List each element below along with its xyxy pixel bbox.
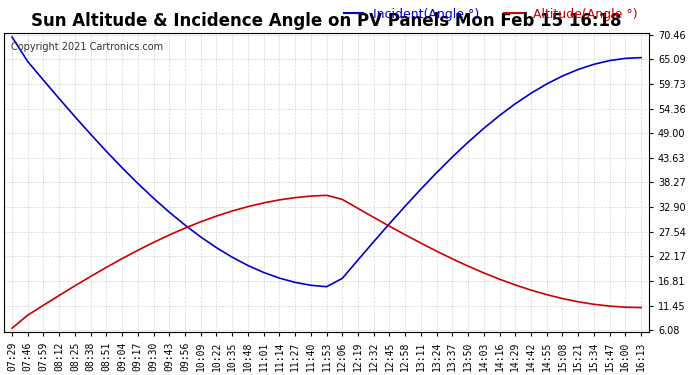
Text: Copyright 2021 Cartronics.com: Copyright 2021 Cartronics.com — [10, 42, 163, 52]
Legend: Incident(Angle °), Altitude(Angle °): Incident(Angle °), Altitude(Angle °) — [339, 3, 642, 26]
Title: Sun Altitude & Incidence Angle on PV Panels Mon Feb 15 16:18: Sun Altitude & Incidence Angle on PV Pan… — [31, 12, 622, 30]
